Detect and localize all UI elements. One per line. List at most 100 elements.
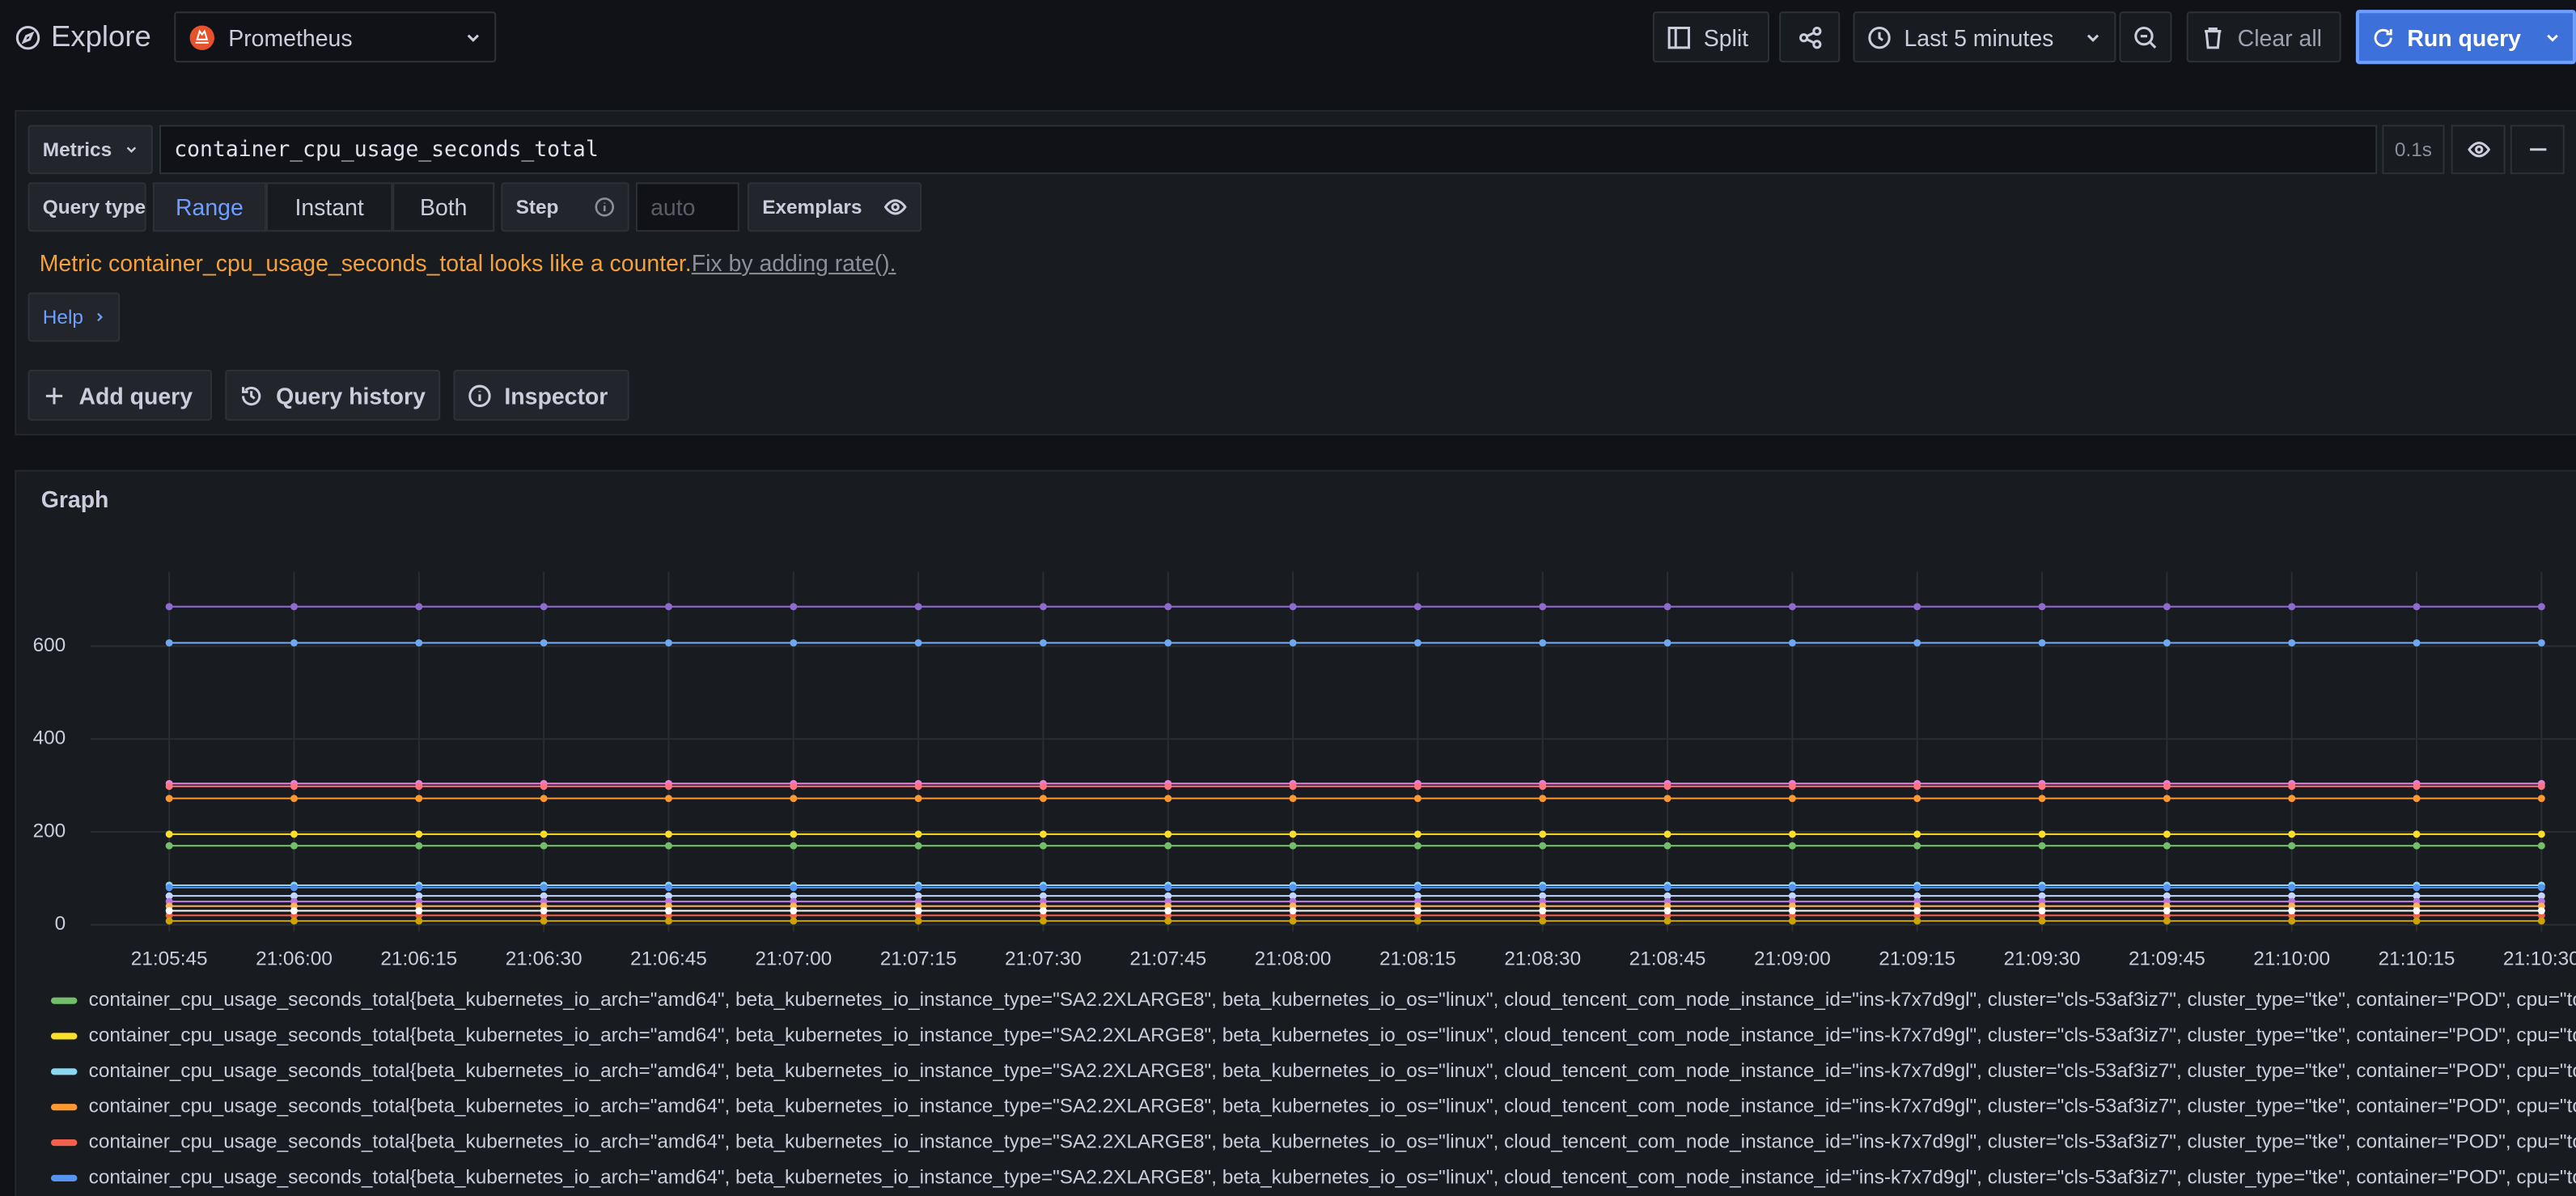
query-type-option[interactable]: Instant	[265, 182, 393, 232]
data-point	[165, 884, 173, 892]
data-point	[664, 638, 672, 647]
x-tick-label: 21:10:00	[2253, 948, 2330, 969]
step-label: Step	[515, 195, 559, 219]
data-point	[1164, 917, 1172, 925]
data-point	[1289, 892, 1297, 900]
x-tick-label: 21:08:45	[1629, 948, 1706, 969]
data-point	[1164, 830, 1172, 838]
data-point	[540, 830, 548, 838]
eye-icon	[883, 199, 907, 215]
data-point	[1539, 603, 1547, 611]
step-input[interactable]: auto	[635, 182, 739, 232]
data-point	[540, 842, 548, 850]
step-label-box: Step	[501, 182, 629, 232]
data-point	[790, 830, 798, 838]
x-tick-label: 21:06:00	[256, 948, 333, 969]
datasource-picker[interactable]: Prometheus	[174, 11, 497, 63]
data-point	[1788, 603, 1796, 611]
data-point	[165, 638, 173, 647]
data-point	[540, 638, 548, 647]
trash-icon	[2205, 26, 2222, 49]
legend-label: container_cpu_usage_seconds_total{beta_k…	[89, 989, 2576, 1011]
info-icon	[468, 384, 491, 407]
data-point	[1164, 842, 1172, 850]
add-query-label: Add query	[78, 382, 193, 409]
x-tick-label: 21:05:45	[131, 948, 208, 969]
data-point	[2288, 884, 2296, 892]
split-button[interactable]: Split	[1652, 11, 1769, 63]
data-point	[1913, 782, 1921, 791]
data-point	[1913, 907, 1921, 914]
data-point	[415, 638, 423, 647]
data-point	[2413, 892, 2421, 900]
clear-all-button[interactable]: Clear all	[2186, 11, 2341, 63]
data-point	[1413, 842, 1421, 850]
data-point	[165, 917, 173, 925]
data-point	[2537, 917, 2545, 925]
fix-link[interactable]: Fix by adding rate().	[691, 249, 896, 277]
data-point	[790, 917, 798, 925]
data-point	[1413, 892, 1421, 900]
data-point	[1913, 892, 1921, 900]
data-point	[1413, 638, 1421, 647]
x-tick-label: 21:09:00	[1754, 948, 1831, 969]
data-point	[1788, 782, 1796, 791]
data-point	[540, 603, 548, 611]
graph-title: Graph	[41, 487, 109, 513]
share-button[interactable]	[1779, 11, 1841, 63]
data-point	[1539, 795, 1547, 803]
help-button[interactable]: Help	[28, 292, 121, 342]
data-point	[664, 603, 672, 611]
exemplars-toggle[interactable]: Exemplars	[747, 182, 922, 232]
query-type-option[interactable]: Both	[392, 182, 495, 232]
data-point	[2038, 795, 2046, 803]
data-point	[1039, 884, 1047, 892]
data-point	[1039, 638, 1047, 647]
data-point	[1164, 795, 1172, 803]
data-point	[664, 795, 672, 803]
data-point	[2038, 884, 2046, 892]
time-range-picker[interactable]: Last 5 minutes	[1853, 11, 2116, 63]
data-point	[914, 842, 922, 850]
collapse-query[interactable]	[2510, 125, 2565, 175]
legend-label: container_cpu_usage_seconds_total{beta_k…	[89, 1131, 2576, 1153]
clock-icon	[1868, 25, 1891, 49]
data-point	[1539, 907, 1547, 914]
toggle-visibility[interactable]	[2451, 125, 2506, 175]
data-point	[1039, 917, 1047, 925]
help-label: Help	[42, 305, 83, 329]
data-point	[914, 884, 922, 892]
data-point	[1039, 892, 1047, 900]
metrics-toggle[interactable]: Metrics	[28, 125, 153, 175]
query-input[interactable]: container_cpu_usage_seconds_total	[159, 125, 2378, 175]
data-point	[664, 907, 672, 914]
add-query-button[interactable]: Add query	[28, 369, 212, 421]
data-point	[664, 782, 672, 791]
data-point	[1788, 884, 1796, 892]
data-point	[1663, 884, 1671, 892]
data-point	[2537, 884, 2545, 892]
datasource-name: Prometheus	[228, 23, 353, 50]
data-point	[1913, 842, 1921, 850]
query-type-option[interactable]: Range	[152, 182, 266, 232]
legend-label: container_cpu_usage_seconds_total{beta_k…	[89, 1166, 2576, 1188]
data-point	[415, 782, 423, 791]
data-point	[2537, 782, 2545, 791]
metrics-label: Metrics	[42, 138, 112, 161]
run-query-button[interactable]: Run query	[2355, 10, 2576, 65]
inspector-button[interactable]: Inspector	[453, 369, 629, 421]
warning-text: Metric container_cpu_usage_seconds_total…	[39, 249, 692, 277]
data-point	[2163, 907, 2171, 914]
x-tick-label: 21:09:15	[1879, 948, 1955, 969]
data-point	[2537, 795, 2545, 803]
y-tick-label: 0	[55, 913, 66, 935]
data-point	[1788, 907, 1796, 914]
data-point	[1788, 842, 1796, 850]
data-point	[2038, 638, 2046, 647]
data-point	[415, 603, 423, 611]
zoom-out-button[interactable]	[2119, 11, 2172, 63]
data-point	[2413, 884, 2421, 892]
query-history-button[interactable]: Query history	[225, 369, 441, 421]
